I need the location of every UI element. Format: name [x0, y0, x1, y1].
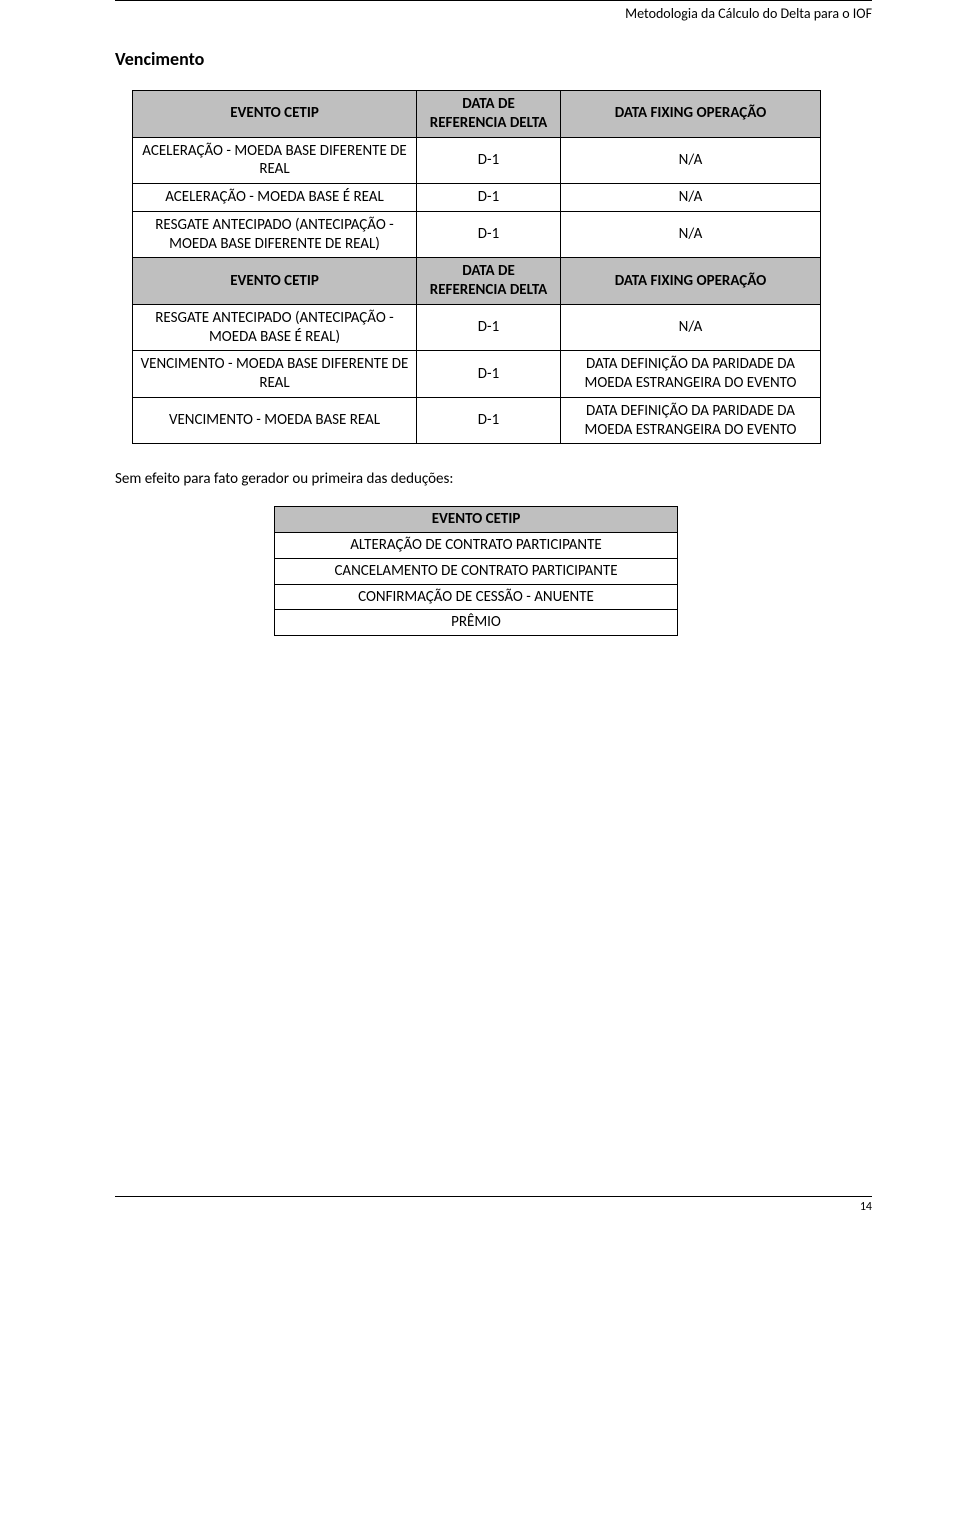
- t1-r5-c1: D-1: [417, 351, 561, 398]
- t2-row-3: PRÊMIO: [275, 610, 678, 636]
- section-title: Vencimento: [0, 40, 960, 90]
- t1-r2-c2: N/A: [561, 184, 821, 212]
- t1-r1-c2: N/A: [561, 137, 821, 184]
- page-number: 14: [115, 1197, 872, 1214]
- t1-r4-c1: D-1: [417, 304, 561, 351]
- t1-r6-c0: VENCIMENTO - MOEDA BASE REAL: [133, 397, 417, 444]
- t1-r3-c2: N/A: [561, 211, 821, 258]
- t2-header: EVENTO CETIP: [275, 507, 678, 533]
- t1-r5-c2: DATA DEFINIÇÃO DA PARIDADE DA MOEDA ESTR…: [561, 351, 821, 398]
- t1-r3-c1: D-1: [417, 211, 561, 258]
- mid-paragraph: Sem efeito para fato gerador ou primeira…: [0, 444, 960, 506]
- main-table: EVENTO CETIP DATA DE REFERENCIA DELTA DA…: [132, 90, 821, 444]
- t1-r1-c0: ACELERAÇÃO - MOEDA BASE DIFERENTE DE REA…: [133, 137, 417, 184]
- t1-r1-c1: D-1: [417, 137, 561, 184]
- t1-r6-c2: DATA DEFINIÇÃO DA PARIDADE DA MOEDA ESTR…: [561, 397, 821, 444]
- t1-h2-c1: DATA DE REFERENCIA DELTA: [417, 258, 561, 305]
- t2-row-1: CANCELAMENTO DE CONTRATO PARTICIPANTE: [275, 558, 678, 584]
- t2-row-0: ALTERAÇÃO DE CONTRATO PARTICIPANTE: [275, 533, 678, 559]
- t1-h1-c2: DATA FIXING OPERAÇÃO: [561, 91, 821, 138]
- t2-row-2: CONFIRMAÇÃO DE CESSÃO - ANUENTE: [275, 584, 678, 610]
- t1-h1-c0: EVENTO CETIP: [133, 91, 417, 138]
- t1-r5-c0: VENCIMENTO - MOEDA BASE DIFERENTE DE REA…: [133, 351, 417, 398]
- page-header-text: Metodologia da Cálculo do Delta para o I…: [0, 1, 960, 40]
- t1-h2-c0: EVENTO CETIP: [133, 258, 417, 305]
- secondary-table: EVENTO CETIP ALTERAÇÃO DE CONTRATO PARTI…: [274, 506, 678, 636]
- t1-r2-c1: D-1: [417, 184, 561, 212]
- t1-r4-c0: RESGATE ANTECIPADO (ANTECIPAÇÃO - MOEDA …: [133, 304, 417, 351]
- t1-r4-c2: N/A: [561, 304, 821, 351]
- t1-h1-c1: DATA DE REFERENCIA DELTA: [417, 91, 561, 138]
- t1-r2-c0: ACELERAÇÃO - MOEDA BASE É REAL: [133, 184, 417, 212]
- t1-r6-c1: D-1: [417, 397, 561, 444]
- t1-h2-c2: DATA FIXING OPERAÇÃO: [561, 258, 821, 305]
- t1-r3-c0: RESGATE ANTECIPADO (ANTECIPAÇÃO - MOEDA …: [133, 211, 417, 258]
